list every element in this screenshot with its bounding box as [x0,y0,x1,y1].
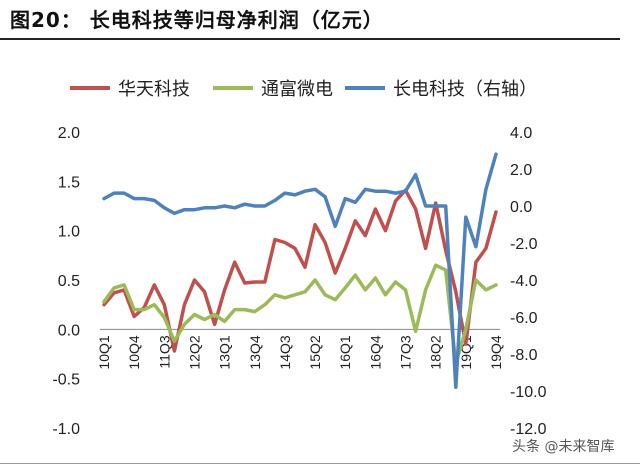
right-tick-label: -8.0 [510,347,538,364]
series-line-1 [102,188,498,353]
x-tick-label: 15Q2 [307,335,323,369]
right-tick-label: -4.0 [510,273,538,290]
right-tick-label: -10.0 [510,384,547,401]
series-line-2 [102,263,498,366]
x-tick-label: 12Q2 [186,335,202,369]
right-tick-label: -12.0 [510,421,547,438]
right-tick-label: 4.0 [510,125,532,142]
right-tick-label: 0.0 [510,199,532,216]
x-tick-label: 13Q1 [217,335,233,369]
x-tick-label: 18Q2 [428,335,444,369]
series-line-3 [102,152,498,390]
x-tick-label: 14Q3 [277,335,293,369]
legend-label: 华天科技 [118,79,190,100]
legend-label: 长电科技（右轴） [393,79,537,100]
x-tick-label: 10Q1 [96,335,112,369]
title-divider [0,38,620,40]
watermark: 头条 @未来智库 [512,439,615,455]
x-tick-label: 16Q4 [367,335,383,369]
right-tick-label: -2.0 [510,236,538,253]
left-tick-label: 2.0 [58,125,80,142]
left-tick-label: -1.0 [52,421,80,438]
legend-label: 通富微电 [261,79,333,100]
right-tick-label: -6.0 [510,310,538,327]
left-tick-label: 0.0 [58,322,80,339]
x-tick-label: 16Q1 [337,335,353,369]
left-tick-label: 1.5 [58,174,80,191]
bottom-divider [0,463,640,464]
x-tick-label: 11Q3 [156,335,172,368]
left-tick-label: 0.5 [58,273,80,290]
right-tick-label: 2.0 [510,162,532,179]
left-tick-label: -0.5 [52,372,80,389]
x-tick-label: 10Q4 [126,335,142,369]
figure-title: 图20： 长电科技等归母净利润（亿元） [10,8,384,32]
left-tick-label: 1.0 [58,224,80,241]
x-tick-label: 13Q4 [247,335,263,369]
x-tick-label: 19Q4 [488,335,504,369]
x-tick-label: 17Q3 [398,335,414,369]
